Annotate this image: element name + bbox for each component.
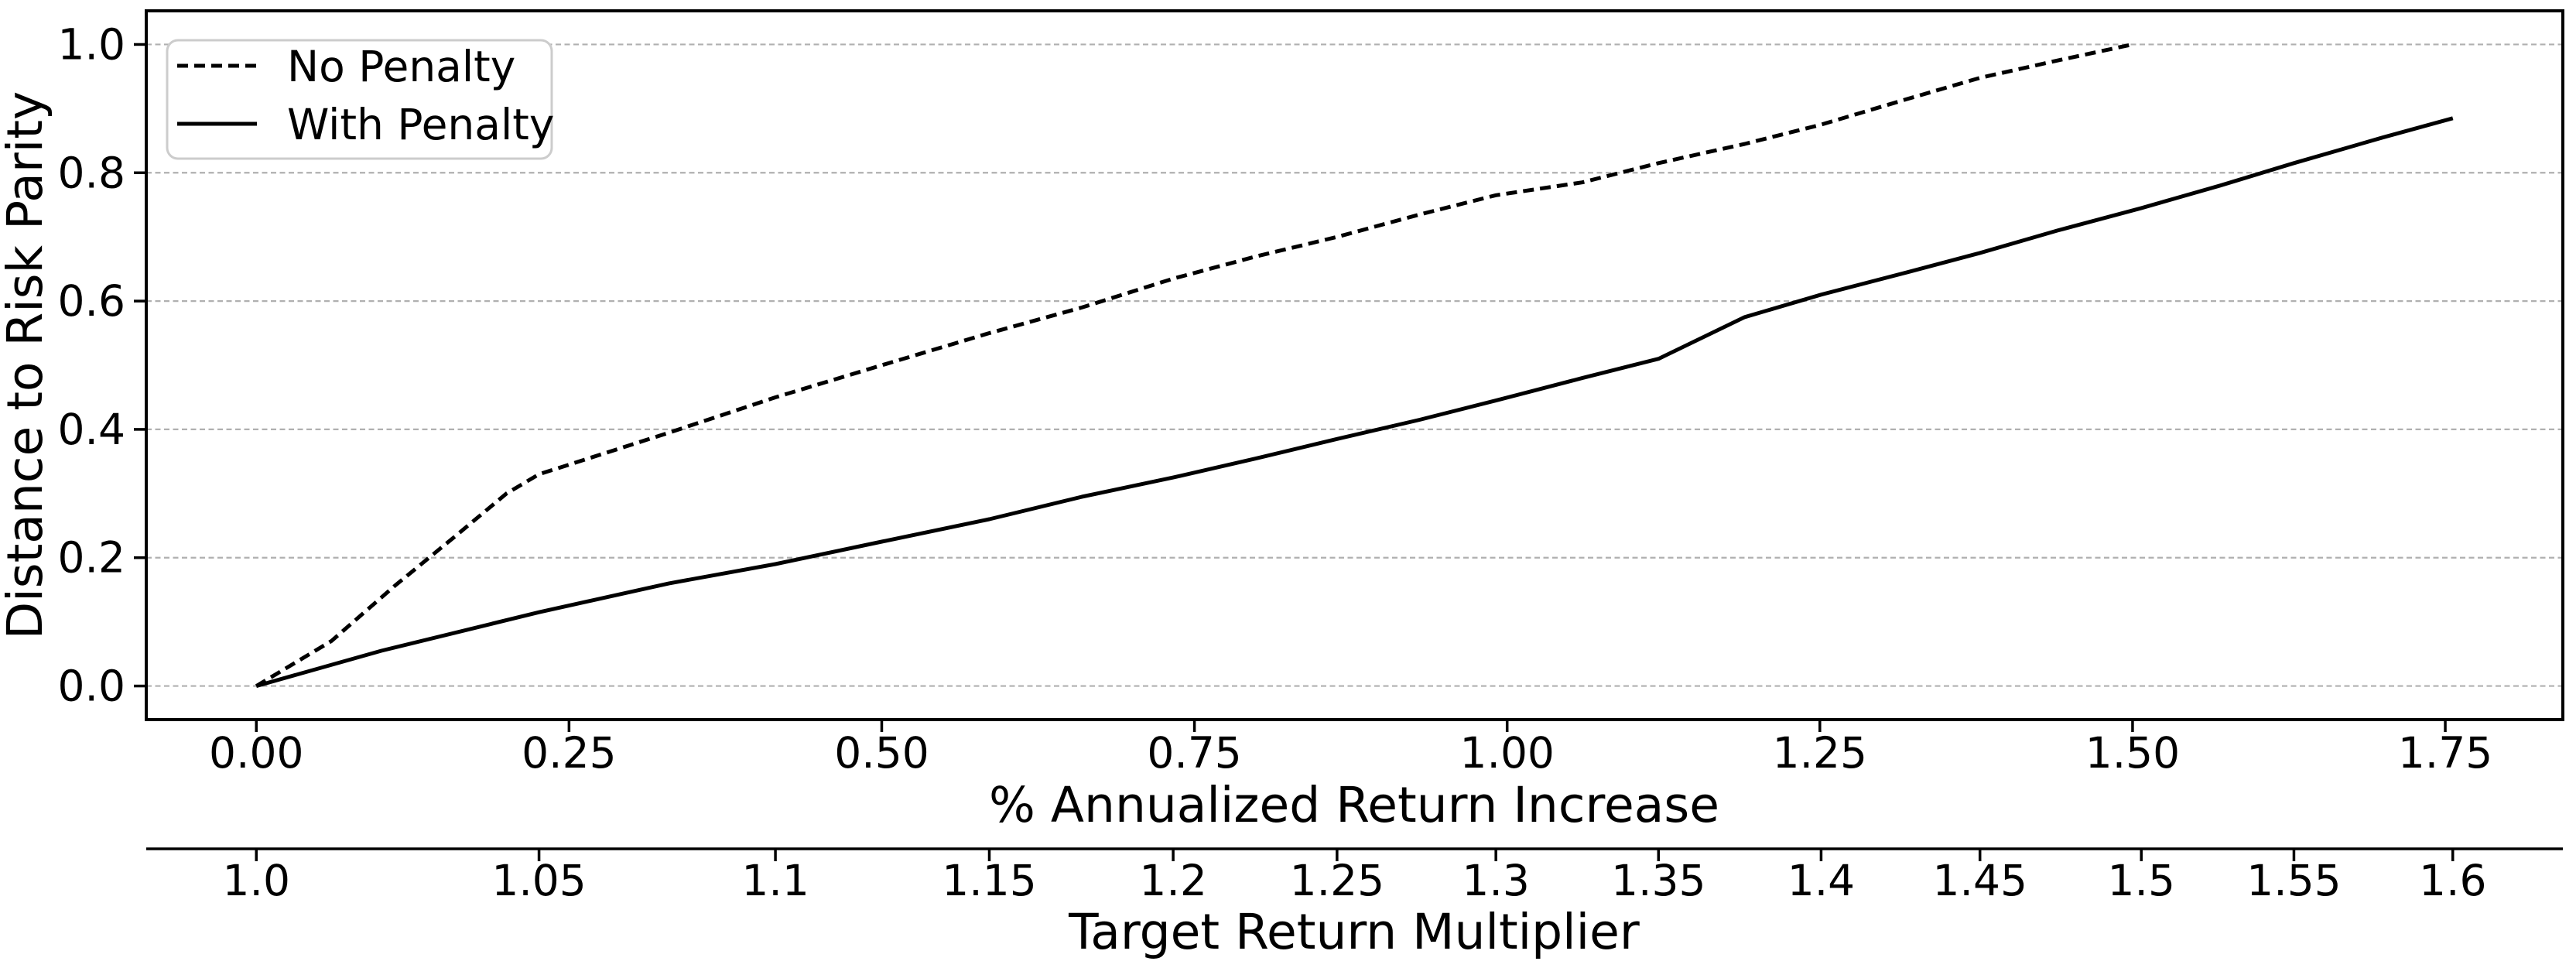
secondary-x-tick-label: 1.35 [1611, 856, 1705, 905]
x-tick-label: 0.00 [209, 728, 303, 778]
secondary-x-axis: 1.0 1.05 1.1 1.15 1.2 1.25 1.3 1.35 1.4 1.45 1.5 1.… [146, 847, 2563, 905]
y-tick-label: 0.8 [58, 148, 125, 197]
y-tick-label: 0.2 [58, 533, 125, 583]
x-tick-label: 0.50 [834, 728, 929, 778]
x-tick-label: 0.25 [522, 728, 616, 778]
legend-entry-no-penalty: No Penalty [177, 42, 515, 91]
x-axis-title: % Annualized Return Increase [989, 777, 1719, 833]
x-tick-label: 1.50 [2085, 728, 2180, 778]
secondary-x-tick-label: 1.3 [1462, 856, 1529, 905]
x-axis: 0.00 0.25 0.50 0.75 1.00 1.25 1.50 1.75 [209, 720, 2492, 778]
y-tick-label: 0.4 [58, 405, 125, 454]
secondary-x-tick-label: 1.45 [1932, 856, 2027, 905]
legend-label: No Penalty [287, 42, 515, 91]
x-tick-label: 1.00 [1459, 728, 1554, 778]
secondary-x-tick-label: 1.25 [1290, 856, 1384, 905]
y-axis-title: Distance to Risk Parity [0, 91, 53, 640]
y-tick-label: 0.0 [58, 662, 125, 711]
series-line-no-penalty [255, 42, 2133, 688]
series-line-with-penalty [255, 116, 2454, 689]
secondary-x-tick-label: 1.2 [1139, 856, 1206, 905]
x-tick-label: 1.75 [2398, 728, 2492, 778]
secondary-x-tick-label: 1.4 [1787, 856, 1855, 905]
y-tick-label: 1.0 [58, 19, 125, 69]
secondary-x-tick-label: 1.6 [2419, 856, 2486, 905]
secondary-x-tick-label: 1.1 [741, 856, 809, 905]
x-tick-label: 1.25 [1773, 728, 1867, 778]
secondary-x-tick-label: 1.05 [491, 856, 586, 905]
legend: No Penalty With Penalty [166, 39, 554, 160]
secondary-x-axis-title: Target Return Multiplier [1068, 904, 1640, 960]
series-lines [255, 42, 2454, 689]
legend-label: With Penalty [287, 100, 554, 149]
plot-border [145, 9, 2564, 721]
x-tick-label: 0.75 [1147, 728, 1241, 778]
secondary-x-tick-label: 1.55 [2246, 856, 2341, 905]
legend-entry-with-penalty: With Penalty [177, 100, 554, 149]
secondary-x-tick-label: 1.5 [2108, 856, 2175, 905]
y-axis: 0.0 0.2 0.4 0.6 0.8 1.0 [58, 19, 146, 711]
y-tick-label: 0.6 [58, 276, 125, 326]
legend-box [166, 39, 553, 160]
secondary-x-tick-label: 1.0 [223, 856, 290, 905]
secondary-x-tick-label: 1.15 [942, 856, 1036, 905]
